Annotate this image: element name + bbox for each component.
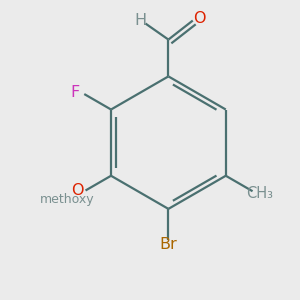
- Text: Br: Br: [160, 238, 177, 253]
- Text: H: H: [134, 13, 146, 28]
- Text: O: O: [72, 183, 84, 198]
- Text: CH₃: CH₃: [246, 186, 273, 201]
- Text: O: O: [193, 11, 206, 26]
- Text: F: F: [71, 85, 80, 100]
- Text: methoxy: methoxy: [40, 193, 94, 206]
